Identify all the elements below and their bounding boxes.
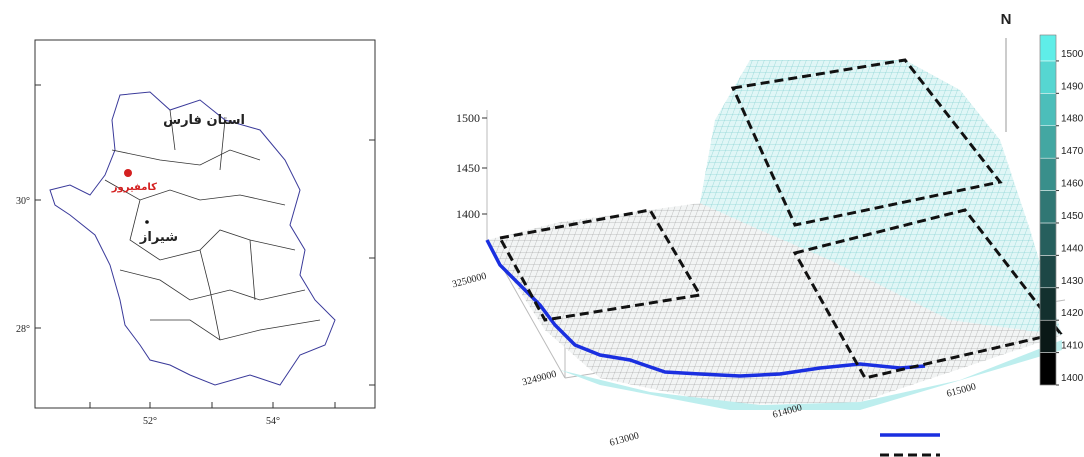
- colorbar-band: [1039, 93, 1057, 126]
- lon-label: 54°: [266, 416, 280, 427]
- colorbar-tick-label: 1500: [1061, 49, 1084, 60]
- lon-label: 52°: [143, 416, 157, 427]
- surface-panel: 1500 1450 1400 3250000 3249000 613000 61…: [451, 11, 1066, 457]
- shiraz-marker: [145, 220, 149, 224]
- z-tick-label: 1450: [456, 161, 480, 175]
- colorbar-band: [1039, 125, 1057, 159]
- colorbar-band: [1039, 255, 1057, 289]
- colorbar-band: [1039, 157, 1057, 191]
- z-tick-label: 1500: [456, 111, 480, 125]
- colorbar-tick-label: 1410: [1061, 341, 1084, 352]
- x-tick-label: 613000: [608, 430, 640, 448]
- province-label: استان فارس: [163, 113, 245, 128]
- study-zones: [497, 58, 1063, 380]
- kamfiruz-label: کامفیروز: [111, 182, 157, 193]
- map-panel: استان فارس کامفیروز شیراز 30° 28° 52° 54…: [16, 39, 376, 427]
- district-boundaries: [104, 109, 321, 341]
- colorbar-tick-label: 1470: [1061, 146, 1084, 157]
- surface-high-mesh: [700, 60, 1062, 335]
- shiraz-label: شیراز: [139, 230, 178, 245]
- z-ticks: [482, 117, 487, 215]
- colorbar-tick-label: 1460: [1061, 179, 1084, 190]
- colorbar-tick-label: 1490: [1061, 81, 1084, 92]
- lat-label: 30°: [16, 196, 30, 207]
- z-tick-label: 1400: [456, 207, 480, 221]
- colorbar-tick-label: 1440: [1061, 243, 1084, 254]
- colorbar-tick-label: 1400: [1061, 373, 1084, 384]
- colorbar-band: [1039, 319, 1057, 353]
- map-ticks: [35, 84, 375, 408]
- colorbar-tick-label: 1450: [1061, 211, 1084, 222]
- colorbar-band: [1039, 287, 1057, 321]
- y-tick-label: 3250000: [451, 271, 488, 291]
- x-tick-label: 615000: [945, 381, 977, 399]
- province-outline: [49, 91, 336, 386]
- y-tick-label: 3249000: [521, 369, 558, 389]
- colorbar-tick-label: 1480: [1061, 114, 1084, 125]
- kamfiruz-marker: [124, 169, 132, 177]
- north-label: N: [1001, 11, 1012, 28]
- colorbar-tick-label: 1430: [1061, 276, 1084, 287]
- colorbar: 1400 1410 1420 1430 1440 1450 1460 1470 1480 1490…: [1039, 34, 1084, 386]
- colorbar-frame: [1039, 34, 1057, 386]
- colorbar-band: [1039, 34, 1057, 62]
- colorbar-tick-label: 1420: [1061, 308, 1084, 319]
- colorbar-band: [1039, 60, 1057, 94]
- lat-label: 28°: [16, 324, 30, 335]
- colorbar-band: [1039, 222, 1057, 256]
- colorbar-band: [1039, 352, 1057, 386]
- colorbar-band: [1039, 190, 1057, 224]
